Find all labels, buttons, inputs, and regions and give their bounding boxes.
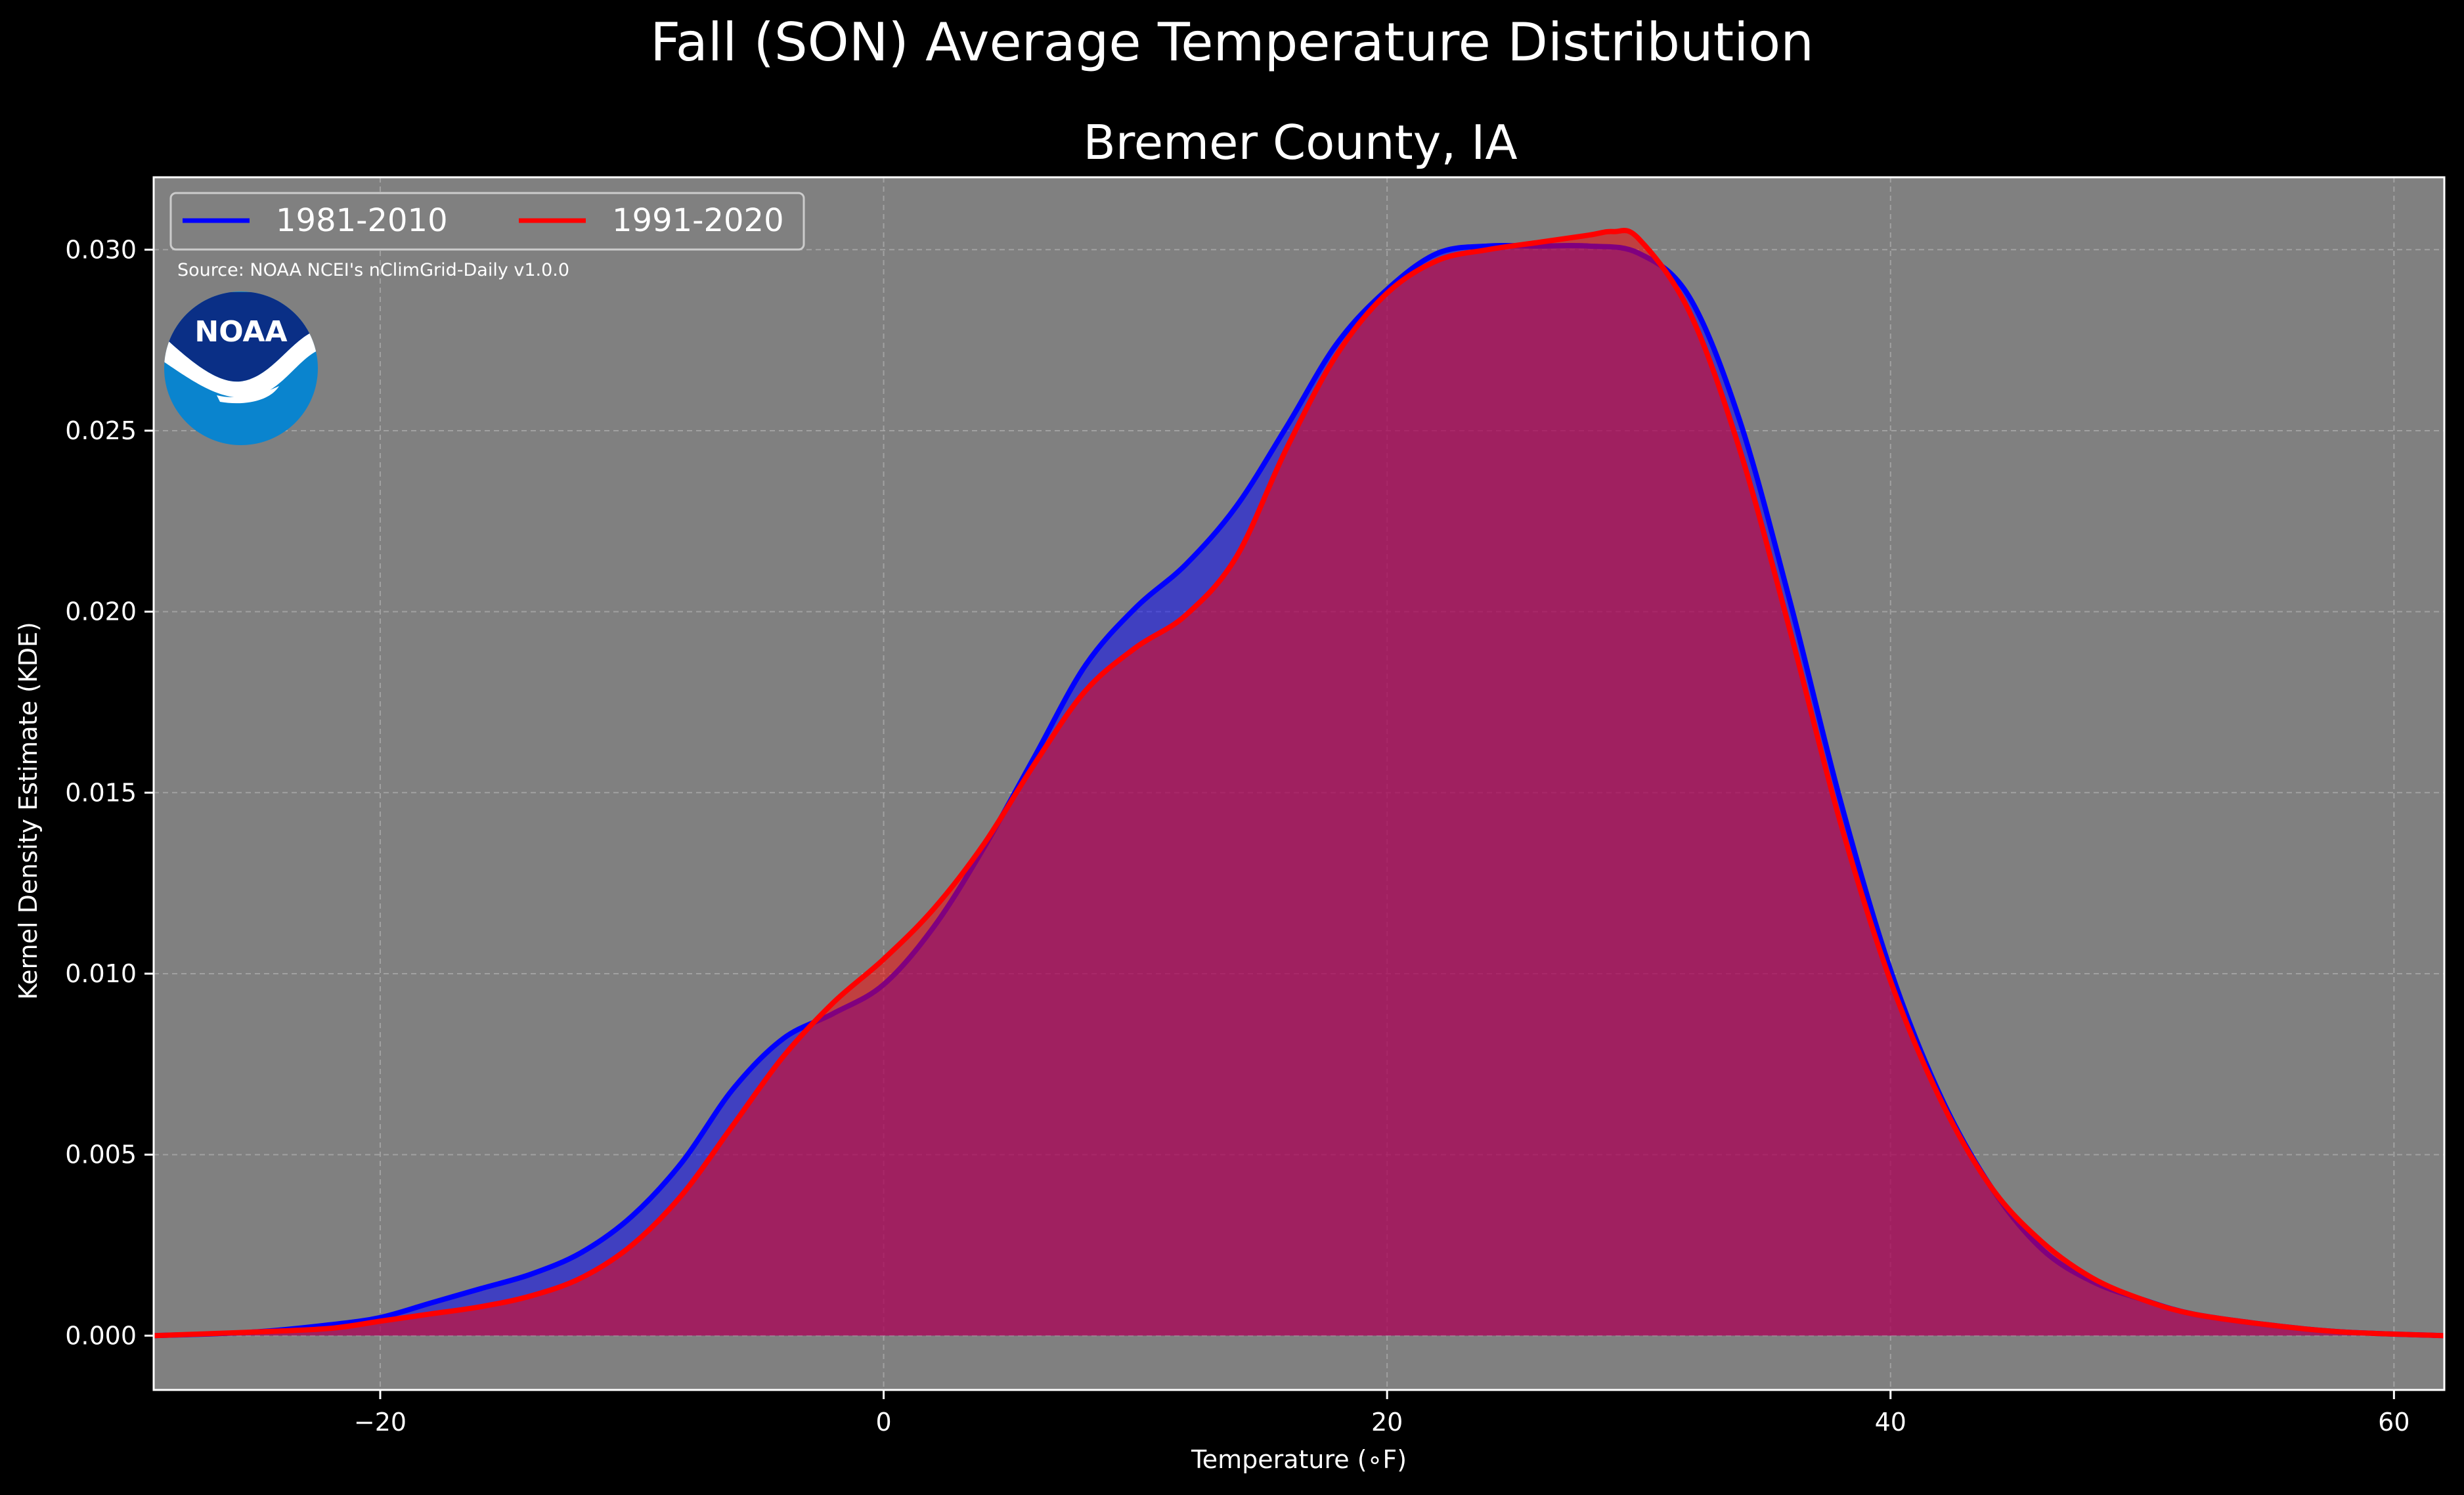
x-axis-label: Temperature (∘F)	[1191, 1445, 1407, 1474]
y-tick-label: 0.000	[65, 1321, 137, 1350]
y-tick-label: 0.020	[65, 597, 137, 626]
x-tick-label: 20	[1371, 1408, 1403, 1437]
x-axis: −20 0 20 40 60	[354, 1390, 2410, 1437]
x-tick-label: 40	[1875, 1408, 1906, 1437]
source-note: Source: NOAA NCEI's nClimGrid-Daily v1.0…	[177, 260, 569, 280]
x-tick-label: −20	[354, 1408, 407, 1437]
legend: 1981-2010 1991-2020	[169, 192, 805, 251]
chart-subtitle: Bremer County, IA	[1083, 115, 1517, 170]
y-tick-label: 0.005	[65, 1140, 137, 1169]
area-fill-1991-2020	[154, 230, 2444, 1336]
x-tick-label: 0	[875, 1408, 891, 1437]
y-tick-label: 0.015	[65, 778, 137, 807]
y-tick-label: 0.010	[65, 959, 137, 988]
y-axis: 0.000 0.005 0.010 0.015 0.020 0.025 0.030	[65, 235, 154, 1350]
x-tick-label: 60	[2378, 1408, 2409, 1437]
y-axis-label: Kernel Density Estimate (KDE)	[14, 622, 43, 1000]
y-tick-label: 0.025	[65, 416, 137, 445]
noaa-logo: NOAA	[164, 292, 318, 445]
plot-frame	[152, 176, 2446, 1391]
chart-title: Fall (SON) Average Temperature Distribut…	[650, 12, 1814, 73]
legend-label-1991-2020: 1991-2020	[612, 202, 784, 239]
series-layer	[153, 227, 2445, 1339]
legend-label-1981-2010: 1981-2010	[276, 202, 448, 239]
series-line-1991-2020	[153, 227, 2445, 1339]
y-tick-label: 0.030	[65, 235, 137, 264]
noaa-logo-text: NOAA	[194, 315, 287, 349]
legend-box	[169, 192, 805, 251]
